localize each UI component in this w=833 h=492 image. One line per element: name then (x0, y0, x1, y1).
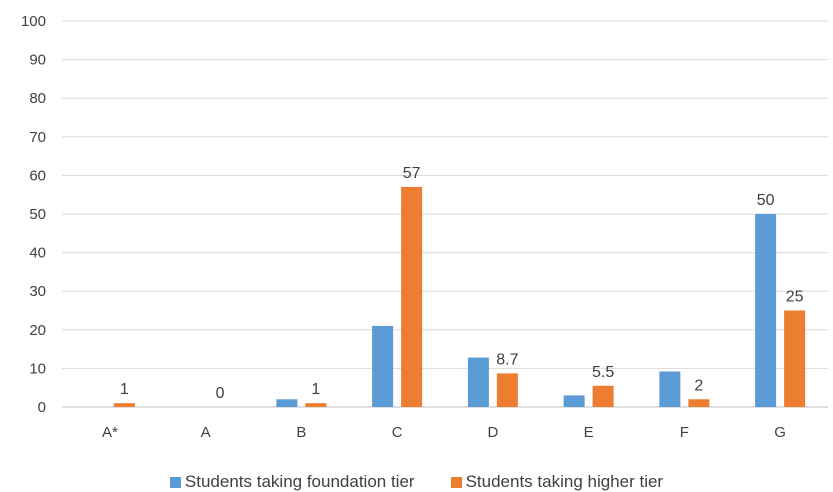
x-tick-label: C (392, 424, 403, 441)
data-label: 1 (311, 381, 320, 398)
data-label: 57 (403, 165, 421, 182)
bar-higher (784, 310, 806, 407)
x-tick-label: D (487, 424, 498, 441)
y-tick-label: 0 (38, 399, 46, 416)
bar-higher (688, 399, 710, 407)
x-tick-label: E (584, 424, 594, 441)
y-tick-label: 90 (29, 52, 46, 69)
bar-foundation (755, 214, 777, 407)
bar-foundation (372, 325, 394, 407)
y-tick-label: 70 (29, 129, 46, 146)
bar-foundation (467, 357, 489, 407)
bar-higher (113, 403, 135, 407)
bar-foundation (659, 371, 681, 407)
x-tick-label: B (296, 424, 306, 441)
data-label: 0 (216, 385, 225, 402)
data-label: 25 (786, 289, 804, 306)
y-tick-label: 30 (29, 283, 46, 300)
bar-chart: 0 10 20 30 40 50 60 70 80 90 100 1 A* 0 A 1 B 57 C 8.7 D 5.5 E… (21, 13, 828, 441)
legend: Students taking foundation tier Students… (0, 472, 833, 492)
x-tick-label: F (680, 424, 689, 441)
bar-higher (305, 403, 327, 407)
bar-foundation (276, 399, 298, 407)
x-tick-label: G (774, 424, 786, 441)
y-tick-label: 10 (29, 360, 46, 377)
y-tick-label: 40 (29, 245, 46, 262)
data-label: 2 (694, 377, 703, 394)
x-tick-label: A (201, 424, 211, 441)
bar-higher (496, 373, 518, 407)
legend-label-foundation: Students taking foundation tier (184, 472, 415, 491)
x-tick-label: A* (102, 424, 118, 441)
data-label: 5.5 (592, 364, 614, 381)
legend-item-foundation: Students taking foundation tier (169, 472, 415, 492)
data-label: 1 (120, 381, 129, 398)
y-tick-label: 100 (21, 13, 46, 30)
data-label: 8.7 (496, 351, 518, 368)
y-tick-label: 20 (29, 322, 46, 339)
bar-higher (401, 186, 423, 407)
legend-label-higher: Students taking higher tier (465, 472, 664, 491)
legend-swatch-foundation (169, 476, 181, 488)
y-tick-label: 50 (29, 206, 46, 223)
legend-swatch-higher (450, 476, 462, 488)
y-tick-label: 80 (29, 90, 46, 107)
data-label: 50 (757, 192, 775, 209)
legend-item-higher: Students taking higher tier (450, 472, 664, 492)
bar-foundation (563, 395, 585, 407)
bar-higher (592, 385, 614, 407)
y-tick-label: 60 (29, 167, 46, 184)
